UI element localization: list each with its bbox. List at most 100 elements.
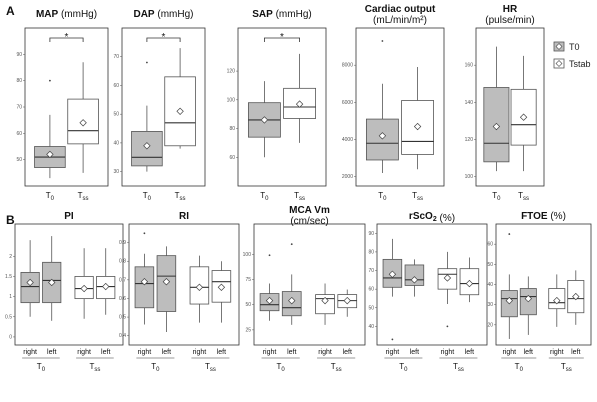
legend-label-t0: T0 — [569, 42, 580, 52]
mca-box-2-mean-marker — [321, 296, 329, 305]
rsco2-ytick-label-3: 70 — [368, 268, 374, 274]
ftoe-ytick-label-1: 30 — [487, 302, 493, 308]
mca-plot-frame — [253, 223, 366, 346]
ri-box-0-iqr — [134, 266, 155, 309]
sap-box-1-mean-marker — [295, 100, 304, 108]
rsco2-box-1-mean-marker — [410, 276, 419, 284]
ftoe-ytick-label-3: 50 — [487, 262, 493, 268]
legend-label-tstab: Tstab — [569, 59, 591, 69]
pi-box-0-mean-marker — [26, 278, 34, 287]
rsco2-box-3-mean-marker — [465, 279, 474, 288]
ri-side-label-1: left — [162, 349, 171, 356]
rsco2-box-0-outlier-0 — [391, 338, 394, 341]
pi-ytick-label-2: 1 — [9, 294, 12, 300]
dap-significance-bracket — [146, 37, 181, 42]
ri-ytick-label-3: 0.7 — [119, 277, 126, 283]
dap-chart-title: DAP (mmHg) — [133, 9, 193, 20]
ri-ytick-label-2: 0.6 — [119, 296, 126, 302]
ri-box-0-outlier-0 — [143, 232, 146, 235]
pi-ytick-label-1: 0.5 — [5, 314, 12, 320]
pi-side-label-0: right — [23, 349, 37, 356]
map-ytick-label-3: 80 — [16, 78, 22, 84]
dap-ytick-label-2: 50 — [113, 112, 119, 118]
ri-ytick-label-1: 0.5 — [119, 315, 126, 321]
ftoe-group-label-1: Tss — [561, 362, 572, 373]
mca-side-label-0: right — [263, 349, 277, 356]
mca-side-label-1: left — [287, 349, 296, 356]
map-box-0-mean-marker — [46, 150, 54, 159]
pi-group-label-1: Tss — [89, 362, 100, 373]
ri-box-1-mean-marker — [162, 278, 171, 286]
mca-ytick-label-1: 50 — [245, 302, 251, 308]
rsco2-ytick-label-1: 50 — [368, 305, 374, 311]
dap-box-0-mean-marker — [143, 142, 151, 150]
hr-chart-title: HR — [503, 4, 518, 15]
hr-ytick-label-2: 140 — [465, 100, 474, 106]
rsco2-ytick-label-5: 90 — [368, 231, 374, 237]
pi-box-3-mean-marker — [102, 282, 110, 291]
ftoe-ytick-label-4: 60 — [487, 242, 493, 248]
co-group-label-0: T0 — [378, 191, 387, 202]
hr-box-1-mean-marker — [519, 113, 528, 121]
ri-side-label-3: left — [217, 349, 226, 356]
rsco2-group-label-0: T0 — [399, 362, 408, 373]
co-box-1-mean-marker — [413, 122, 422, 131]
ftoe-ytick-label-0: 20 — [487, 322, 493, 328]
map-group-label-1: Tss — [78, 191, 89, 202]
rsco2-side-label-1: left — [410, 349, 419, 356]
co-group-label-1: Tss — [412, 191, 423, 202]
hr-ytick-label-0: 100 — [465, 174, 474, 180]
ri-ytick-label-0: 0.4 — [119, 333, 126, 339]
ri-chart-title: RI — [179, 211, 189, 222]
rsco2-chart-title: rScO2 (%) — [409, 211, 455, 224]
hr-group-label-1: Tss — [518, 191, 529, 202]
rsco2-box-2-outlier-0 — [446, 325, 449, 328]
ftoe-box-0-mean-marker — [505, 296, 513, 305]
pi-side-label-1: left — [47, 349, 56, 356]
map-group-label-0: T0 — [46, 191, 55, 202]
dap-group-label-0: T0 — [143, 191, 152, 202]
ftoe-box-2-mean-marker — [553, 296, 561, 305]
ftoe-ytick-label-2: 40 — [487, 282, 493, 288]
ftoe-box-3-mean-marker — [572, 292, 580, 301]
sap-ytick-label-2: 100 — [227, 97, 236, 103]
ri-group-label-0: T0 — [151, 362, 160, 373]
mca-chart-title: MCA Vm — [289, 205, 330, 216]
map-significance-bracket — [49, 37, 84, 42]
ri-ytick-label-4: 0.8 — [119, 259, 126, 265]
pi-ytick-label-0: 0 — [9, 334, 12, 340]
mca-group-label-1: Tss — [331, 362, 342, 373]
pi-box-0-iqr — [20, 271, 40, 304]
rsco2-box-2-mean-marker — [443, 274, 452, 282]
dap-ytick-label-3: 60 — [113, 83, 119, 89]
mca-group-label-0: T0 — [277, 362, 286, 373]
map-ytick-label-1: 60 — [16, 131, 22, 137]
map-box-1-mean-marker — [79, 119, 87, 127]
sap-ytick-label-1: 80 — [229, 126, 235, 132]
mca-chart-subtitle: (cm/sec) — [290, 216, 328, 227]
dap-group-label-1: Tss — [175, 191, 186, 202]
hr-group-label-0: T0 — [492, 191, 501, 202]
rsco2-ytick-label-2: 60 — [368, 287, 374, 293]
pi-box-1-mean-marker — [48, 278, 56, 287]
mca-side-label-2: right — [318, 349, 332, 356]
map-significance-star: * — [65, 32, 69, 43]
pi-group-label-0: T0 — [37, 362, 46, 373]
ftoe-chart-title: FTOE (%) — [521, 211, 566, 222]
pi-ytick-label-4: 2 — [9, 254, 12, 260]
panel-label-a: A — [6, 4, 15, 18]
hr-ytick-label-1: 120 — [465, 137, 474, 143]
sap-significance-bracket — [264, 37, 300, 42]
pi-chart-title: PI — [64, 211, 74, 222]
map-chart-title: MAP (mmHg) — [36, 9, 97, 20]
mca-box-1-outlier-0 — [290, 243, 293, 246]
pi-ytick-label-3: 1.5 — [5, 274, 12, 280]
rsco2-box-0-mean-marker — [388, 270, 397, 278]
sap-ytick-label-0: 60 — [229, 155, 235, 161]
mca-ytick-label-3: 100 — [243, 252, 252, 258]
map-ytick-label-4: 90 — [16, 52, 22, 58]
ri-box-2-mean-marker — [195, 283, 204, 291]
ftoe-box-1-mean-marker — [524, 294, 532, 303]
hr-chart-subtitle: (pulse/min) — [485, 15, 534, 26]
ftoe-side-label-1: left — [524, 349, 533, 356]
